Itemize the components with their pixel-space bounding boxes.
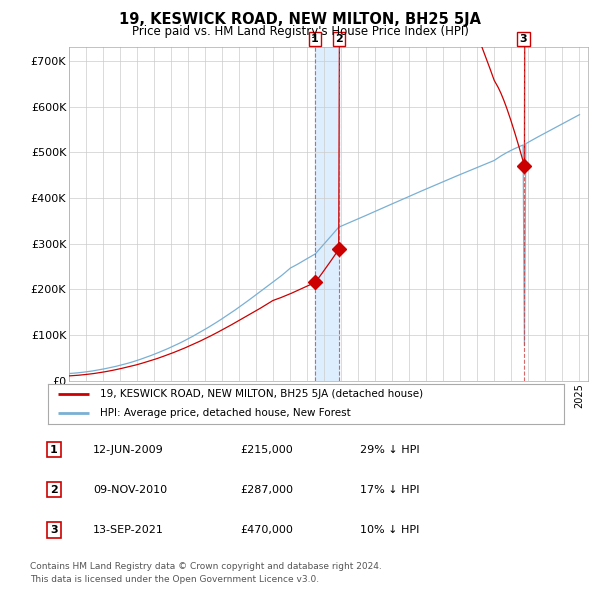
Text: 29% ↓ HPI: 29% ↓ HPI [360, 445, 419, 454]
Text: 10% ↓ HPI: 10% ↓ HPI [360, 525, 419, 535]
Text: 19, KESWICK ROAD, NEW MILTON, BH25 5JA (detached house): 19, KESWICK ROAD, NEW MILTON, BH25 5JA (… [100, 389, 423, 399]
Text: 2: 2 [50, 485, 58, 494]
Text: 1: 1 [311, 34, 319, 44]
Text: 1: 1 [50, 445, 58, 454]
Text: 12-JUN-2009: 12-JUN-2009 [93, 445, 164, 454]
Text: 09-NOV-2010: 09-NOV-2010 [93, 485, 167, 494]
Text: HPI: Average price, detached house, New Forest: HPI: Average price, detached house, New … [100, 408, 350, 418]
Text: 13-SEP-2021: 13-SEP-2021 [93, 525, 164, 535]
Text: 2: 2 [335, 34, 343, 44]
Text: £470,000: £470,000 [240, 525, 293, 535]
Text: £215,000: £215,000 [240, 445, 293, 454]
Text: 17% ↓ HPI: 17% ↓ HPI [360, 485, 419, 494]
Text: Contains HM Land Registry data © Crown copyright and database right 2024.: Contains HM Land Registry data © Crown c… [30, 562, 382, 571]
Text: 3: 3 [520, 34, 527, 44]
Text: Price paid vs. HM Land Registry's House Price Index (HPI): Price paid vs. HM Land Registry's House … [131, 25, 469, 38]
Text: This data is licensed under the Open Government Licence v3.0.: This data is licensed under the Open Gov… [30, 575, 319, 584]
Bar [315, 47, 339, 381]
Text: 3: 3 [50, 525, 58, 535]
Text: 19, KESWICK ROAD, NEW MILTON, BH25 5JA: 19, KESWICK ROAD, NEW MILTON, BH25 5JA [119, 12, 481, 27]
Text: £287,000: £287,000 [240, 485, 293, 494]
